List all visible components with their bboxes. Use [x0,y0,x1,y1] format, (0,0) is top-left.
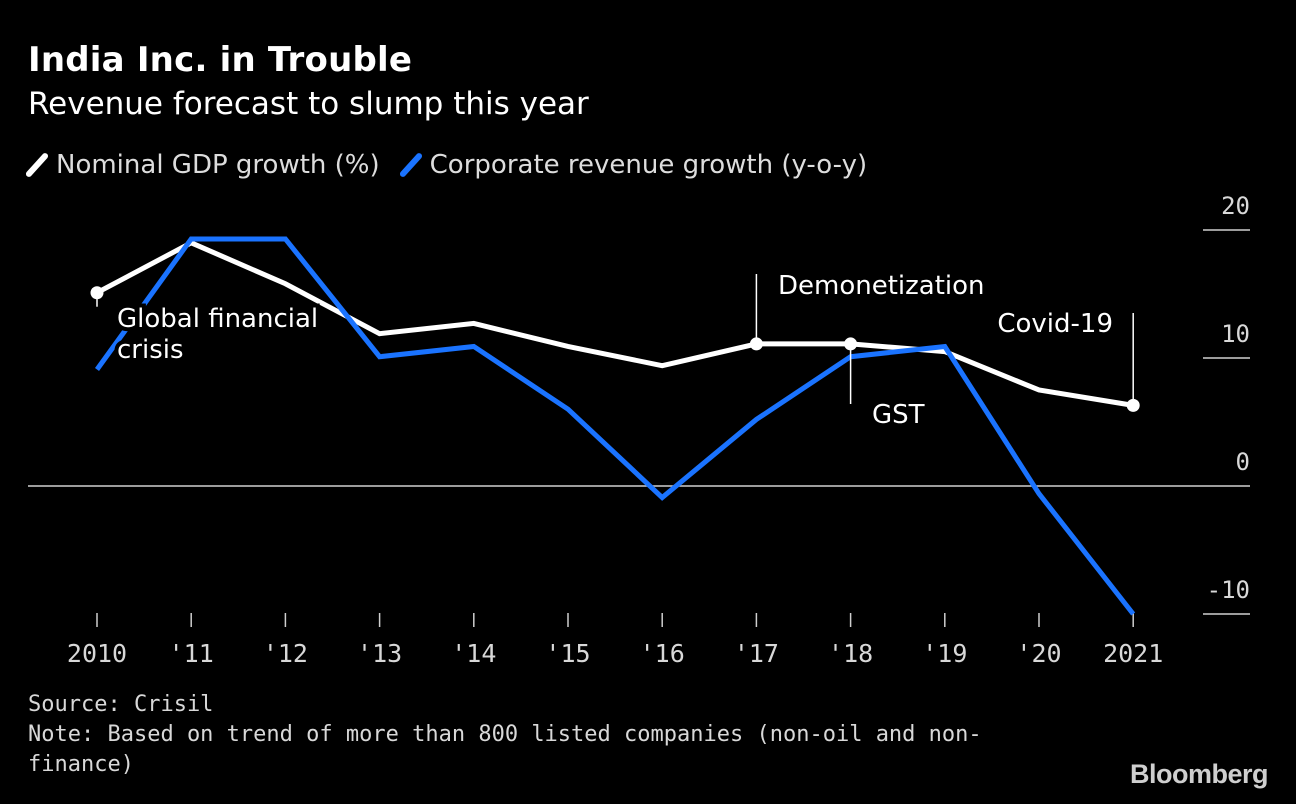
annotation-label-gfc: crisis [117,335,184,365]
x-tick-label: '20 [1016,639,1061,668]
bloomberg-logo: Bloomberg [1129,759,1269,789]
annotation-marker [844,337,858,351]
note-text: Note: Based on trend of more than 800 li… [28,722,982,777]
gridlines [28,229,1250,615]
series-line-gdp [95,240,1134,408]
x-tick-label: '16 [640,639,685,668]
source-text: Source: Crisil [28,692,214,717]
chart-subtitle: Revenue forecast to slump this year [28,86,589,122]
legend-item-gdp: Nominal GDP growth (%) [24,150,380,180]
y-axis-ticks: 20 10 0 -10 [1207,192,1250,604]
x-axis-ticks: 2010 '11 '12 '13 '14 '15 '16 '17 '18 '19 '20 2021 [67,613,1163,668]
annotation-label-gfc: Global financial [117,304,318,334]
x-tick-label: '15 [545,639,590,668]
x-tick-label: '13 [357,639,402,668]
annotation-marker [1126,398,1140,412]
legend-label-gdp: Nominal GDP growth (%) [56,150,380,180]
x-tick-label: '12 [263,639,308,668]
x-tick-label: 2021 [1103,639,1163,668]
y-tick-label: -10 [1207,576,1250,604]
annotation-marker [90,286,104,300]
x-tick-label: '19 [922,639,967,668]
legend-swatch-gdp [24,151,50,179]
x-tick-label: 2010 [67,639,127,668]
series-lines [94,236,1136,616]
legend: Nominal GDP growth (%) Corporate revenue… [24,150,889,180]
y-tick-label: 10 [1221,320,1250,348]
annotation-label-demonetization: Demonetization [778,271,985,301]
annotation-label-gst: GST [872,400,925,430]
chart-title: India Inc. in Trouble [28,40,413,80]
footer: Source: Crisil Note: Based on trend of m… [28,690,988,780]
x-tick-label: '17 [734,639,779,668]
x-tick-label: '14 [451,639,496,668]
x-tick-label: '11 [169,639,214,668]
y-tick-label: 0 [1236,448,1250,476]
annotation-label-covid: Covid-19 [997,309,1113,339]
legend-swatch-revenue [398,151,423,179]
y-tick-label: 20 [1221,192,1250,220]
x-tick-label: '18 [828,639,873,668]
legend-item-revenue: Corporate revenue growth (y-o-y) [398,150,868,180]
series-line-revenue [94,236,1136,616]
legend-label-revenue: Corporate revenue growth (y-o-y) [429,150,868,180]
annotation-marker [749,337,763,351]
